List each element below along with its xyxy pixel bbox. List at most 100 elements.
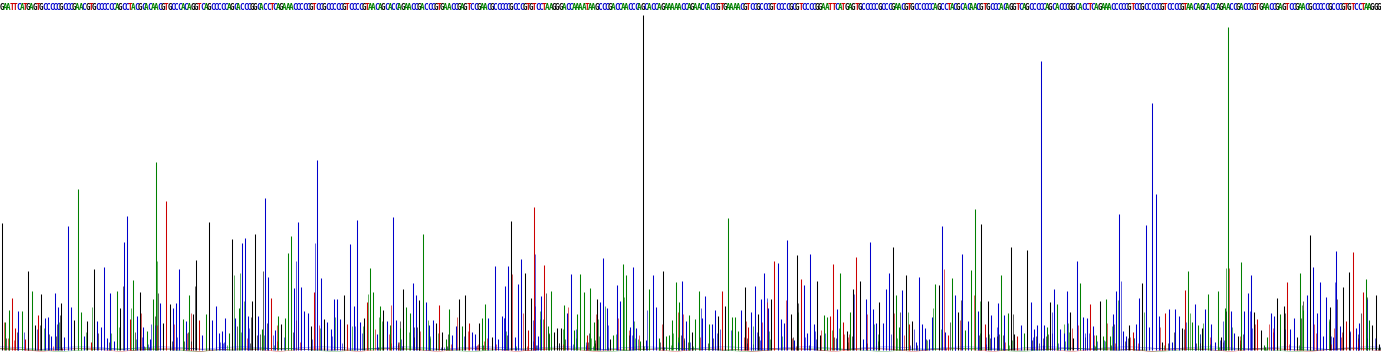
Text: G: G [441,3,445,11]
Text: C: C [358,3,363,11]
Text: A: A [1022,3,1026,11]
Text: C: C [953,3,957,11]
Text: A: A [181,3,185,11]
Text: G: G [381,3,385,11]
Text: A: A [1367,3,1371,11]
Text: T: T [36,3,40,11]
Text: C: C [112,3,116,11]
Text: G: G [1294,3,1300,11]
Text: A: A [7,3,11,11]
Text: C: C [834,3,840,11]
Text: A: A [637,3,642,11]
Text: T: T [946,3,950,11]
Text: G: G [1072,3,1076,11]
Text: C: C [255,3,261,11]
Text: C: C [102,3,106,11]
Text: C: C [1051,3,1056,11]
Text: C: C [272,3,278,11]
Text: A: A [562,3,566,11]
Text: G: G [160,3,166,11]
Text: A: A [19,3,23,11]
Text: A: A [667,3,671,11]
Text: G: G [33,3,37,11]
Text: G: G [1346,3,1352,11]
Text: C: C [1337,3,1342,11]
Text: C: C [739,3,744,11]
Text: T: T [982,3,987,11]
Text: C: C [1291,3,1295,11]
Text: T: T [436,3,442,11]
Text: G: G [250,3,254,11]
Text: A: A [572,3,576,11]
Text: G: G [253,3,257,11]
Text: C: C [305,3,309,11]
Text: C: C [141,3,145,11]
Text: C: C [1091,3,1095,11]
Text: G: G [1282,3,1286,11]
Text: T: T [526,3,530,11]
Text: C: C [470,3,474,11]
Text: C: C [1113,3,1119,11]
Text: C: C [1353,3,1359,11]
Text: G: G [903,3,909,11]
Text: C: C [989,3,993,11]
Text: C: C [860,3,866,11]
Text: T: T [1087,3,1092,11]
Text: C: C [17,3,21,11]
Text: G: G [717,3,721,11]
Text: C: C [246,3,251,11]
Text: G: G [1327,3,1333,11]
Text: C: C [812,3,816,11]
Text: C: C [939,3,945,11]
Text: C: C [791,3,797,11]
Text: C: C [1061,3,1066,11]
Text: A: A [574,3,580,11]
Text: A: A [236,3,240,11]
Text: G: G [417,3,421,11]
Text: C: C [148,3,152,11]
Text: A: A [693,3,697,11]
Text: G: G [1373,3,1378,11]
Text: C: C [1120,3,1126,11]
Text: A: A [1222,3,1226,11]
Text: C: C [267,3,271,11]
Text: A: A [1262,3,1266,11]
Text: C: C [913,3,918,11]
Text: C: C [786,3,790,11]
Text: A: A [1225,3,1230,11]
Text: G: G [743,3,747,11]
Text: A: A [443,3,447,11]
Text: C: C [499,3,504,11]
Text: C: C [431,3,435,11]
Text: A: A [1239,3,1243,11]
Text: C: C [486,3,490,11]
Text: T: T [1015,3,1019,11]
Text: C: C [210,3,214,11]
Text: G: G [1098,3,1102,11]
Text: C: C [108,3,113,11]
Text: C: C [302,3,307,11]
Text: G: G [956,3,961,11]
Text: T: T [720,3,724,11]
Text: G: G [91,3,97,11]
Text: C: C [1213,3,1217,11]
Text: T: T [345,3,349,11]
Text: C: C [1003,3,1007,11]
Text: T: T [197,3,202,11]
Text: C: C [1320,3,1326,11]
Text: A: A [289,3,294,11]
Text: G: G [1236,3,1240,11]
Text: C: C [927,3,931,11]
Text: C: C [1058,3,1062,11]
Text: G: G [463,3,468,11]
Text: C: C [1081,3,1085,11]
Text: G: G [400,3,405,11]
Text: C: C [1032,3,1036,11]
Text: G: G [986,3,990,11]
Text: G: G [59,3,64,11]
Text: T: T [164,3,168,11]
Text: A: A [663,3,668,11]
Text: C: C [779,3,783,11]
Text: G: G [595,3,599,11]
Text: G: G [789,3,793,11]
